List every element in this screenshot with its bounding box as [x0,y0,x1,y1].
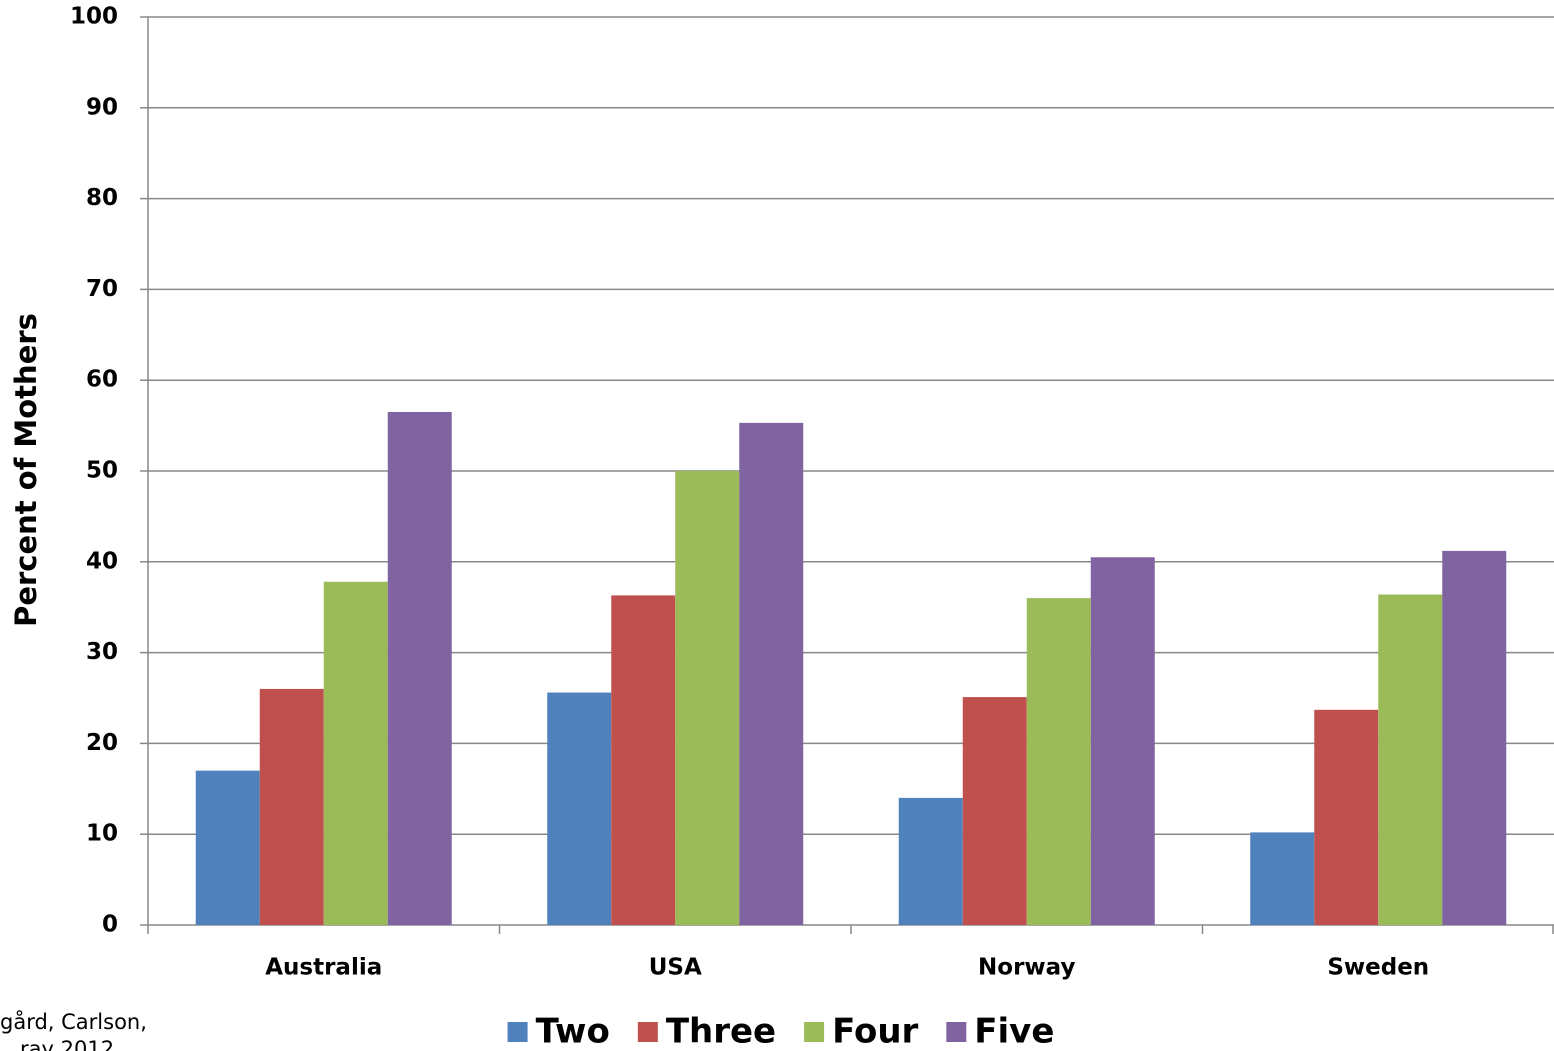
legend-swatch [946,1022,967,1042]
x-tick-label: Sweden [1327,955,1429,981]
y-tick-label: 50 [86,458,118,484]
x-tick-label: USA [649,955,702,981]
y-axis-label: Percent of Mothers [9,313,43,627]
bar [1026,598,1091,925]
y-tick-label: 60 [86,367,118,393]
bar [962,697,1027,925]
bar [898,797,963,925]
y-tick-label: 70 [86,276,118,302]
bar [195,770,260,925]
source-note: gård, Carlson, [0,1009,147,1034]
y-tick-label: 20 [86,730,118,756]
bar [259,688,324,925]
y-tick-label: 100 [70,4,118,30]
legend-label: Three [666,1012,776,1051]
bar [1250,832,1315,925]
legend-swatch [804,1022,825,1042]
legend-label: Five [974,1012,1054,1051]
bar [1378,594,1443,925]
legend-swatch [507,1022,528,1042]
y-tick-label: 0 [102,912,118,938]
bar [323,581,388,925]
y-tick-label: 30 [86,639,118,665]
bar [1442,550,1507,925]
bar [739,422,804,925]
x-tick-label: Norway [978,955,1075,981]
bar [1314,709,1379,925]
source-note: ray 2012 [20,1037,114,1051]
bar [611,595,676,925]
x-tick-label: Australia [265,955,382,981]
bar [1090,557,1155,925]
y-tick-label: 40 [86,548,118,574]
bar [675,471,740,925]
bar [547,692,612,925]
legend-swatch [637,1022,658,1042]
legend-label: Two [536,1012,610,1051]
y-tick-label: 90 [86,94,118,120]
bar [387,411,452,926]
legend-label: Four [832,1012,918,1051]
y-tick-label: 10 [86,821,118,847]
y-tick-label: 80 [86,185,118,211]
